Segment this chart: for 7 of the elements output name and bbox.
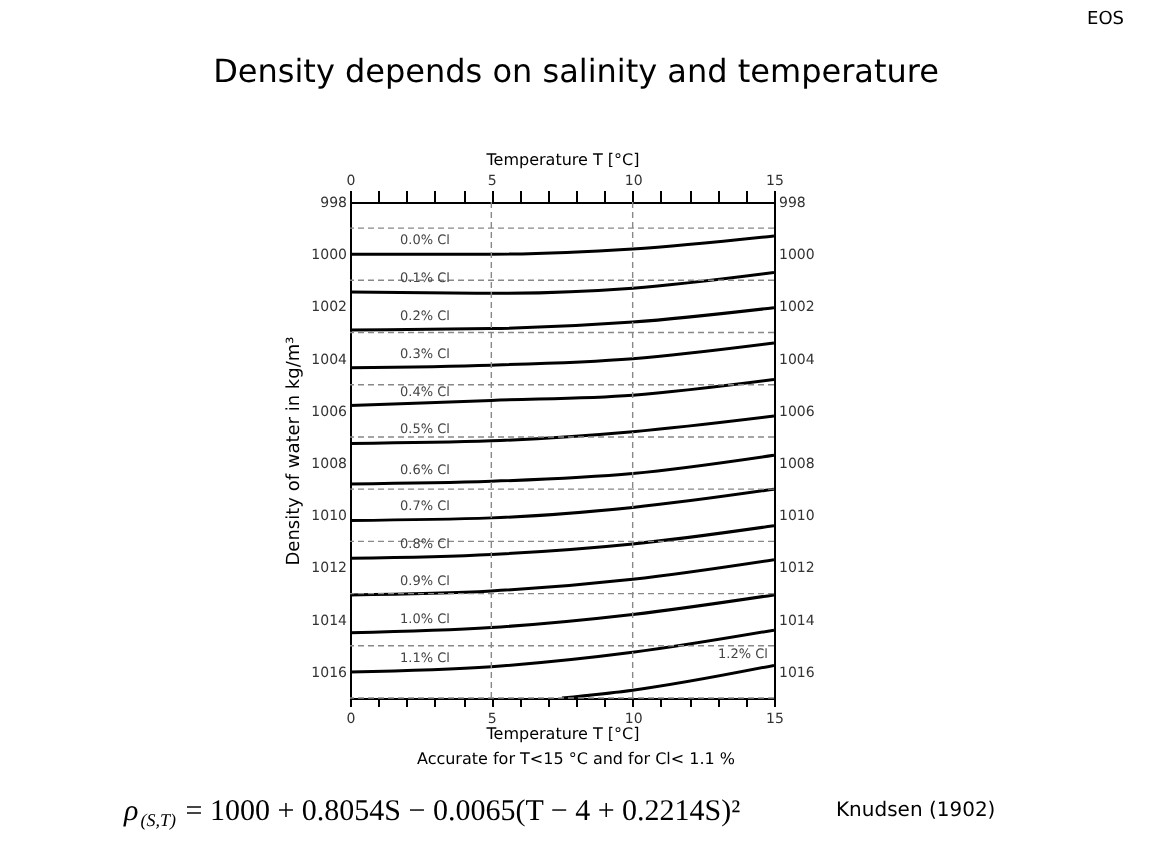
text: Knudsen (1902): [836, 800, 996, 822]
x-axis-title: Temperature T [°C]: [484, 725, 640, 743]
text: EOS: [1087, 10, 1125, 30]
y-axis-title: Density of water in kg/m³: [285, 335, 306, 566]
x2-axis-title: Temperature T [°C]: [484, 151, 640, 169]
text: Accurate for T<15 °C and for Cl< 1.1 %: [416, 750, 736, 768]
chart-title: Density depends on salinity and temperature: [213, 52, 939, 90]
